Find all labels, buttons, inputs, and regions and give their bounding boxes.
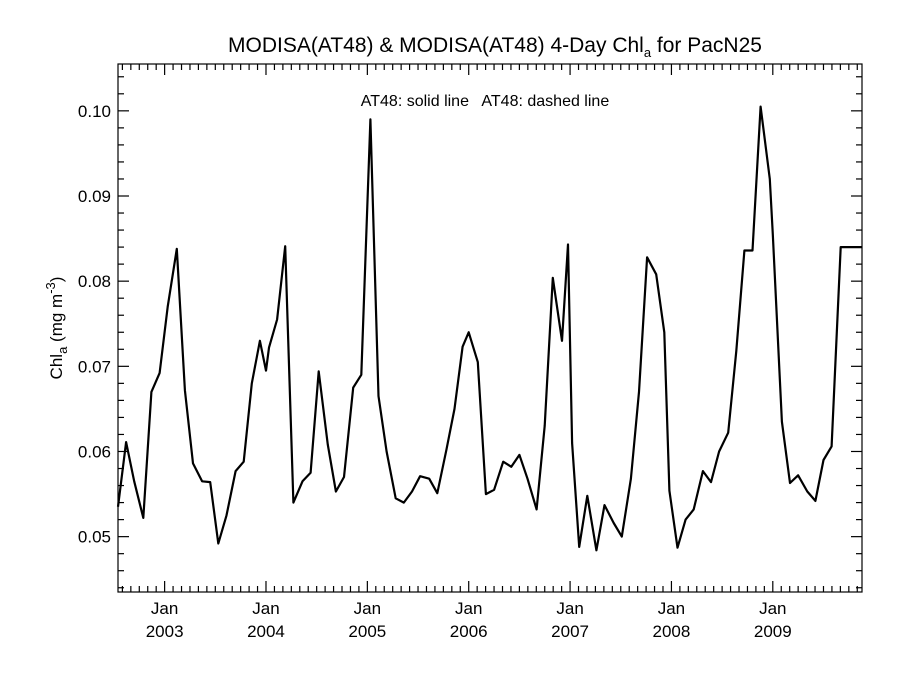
series-layer (116, 105, 862, 552)
x-tick-month-label: Jan (556, 599, 583, 618)
y-tick-label: 0.05 (78, 528, 111, 547)
x-tick-year-label: 2004 (247, 622, 285, 641)
y-axis-label-suffix: ) (47, 277, 66, 283)
x-tick-month-label: Jan (658, 599, 685, 618)
x-tick-month-label: Jan (759, 599, 786, 618)
x-tick-month-label: Jan (151, 599, 178, 618)
y-axis-label-middle: (mg m (47, 294, 66, 347)
y-axis-label-prefix: Chl (47, 354, 66, 380)
legend-annotation: AT48: solid line AT48: dashed line (361, 93, 610, 110)
y-tick-label: 0.09 (78, 187, 111, 206)
series-line-0 (116, 105, 862, 552)
x-tick-year-label: 2007 (551, 622, 589, 641)
plot-frame (117, 63, 863, 593)
x-tick-year-label: 2008 (653, 622, 691, 641)
y-tick-label: 0.06 (78, 442, 111, 461)
x-tick-year-label: 2003 (146, 622, 184, 641)
y-tick-label: 0.08 (78, 272, 111, 291)
x-tick-month-label: Jan (252, 599, 279, 618)
x-axis-ticks: Jan 2003 Jan 2004 Jan 2005 Jan 2006 Jan 2007 Jan 20… (121, 64, 858, 641)
y-axis-label-subscript: a (55, 346, 70, 354)
x-tick-month-label: Jan (455, 599, 482, 618)
x-tick-month-label: Jan (354, 599, 381, 618)
y-tick-label: 0.07 (78, 357, 111, 376)
y-axis-ticks: 0.05 0.06 0.07 0.08 0.09 0.10 (78, 76, 862, 589)
chart-title-prefix: MODISA(AT48) & MODISA(AT48) 4-Day Chl (228, 34, 644, 57)
chart-title-subscript: a (644, 45, 652, 60)
x-tick-year-label: 2009 (754, 622, 792, 641)
y-axis-label-superscript: -3 (43, 282, 58, 294)
chart-title-suffix: for PacN25 (651, 34, 762, 57)
x-tick-year-label: 2006 (450, 622, 488, 641)
y-tick-label: 0.10 (78, 102, 111, 121)
y-axis-label: Chla (mg m-3) (43, 277, 70, 380)
x-tick-year-label: 2005 (348, 622, 386, 641)
chart-title: MODISA(AT48) & MODISA(AT48) 4-Day Chla f… (228, 34, 762, 60)
